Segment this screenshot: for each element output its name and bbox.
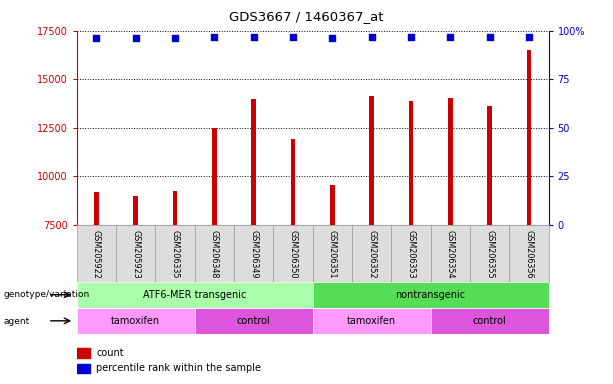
Bar	[430, 308, 549, 334]
Bar	[313, 225, 352, 282]
Text: GSM206353: GSM206353	[406, 230, 416, 278]
Bar	[94, 192, 99, 225]
Bar	[487, 106, 492, 225]
Bar	[77, 349, 90, 358]
Text: ATF6-MER transgenic: ATF6-MER transgenic	[143, 290, 246, 300]
Text: GSM206348: GSM206348	[210, 230, 219, 278]
Bar	[195, 308, 313, 334]
Bar	[409, 101, 413, 225]
Text: control: control	[237, 316, 270, 326]
Bar	[391, 225, 430, 282]
Text: GSM205923: GSM205923	[131, 230, 140, 279]
Text: GSM206356: GSM206356	[525, 230, 533, 278]
Bar	[509, 225, 549, 282]
Bar	[155, 225, 195, 282]
Bar	[77, 225, 116, 282]
Bar	[194, 225, 234, 282]
Text: GSM206335: GSM206335	[170, 230, 180, 278]
Text: GSM206351: GSM206351	[328, 230, 337, 278]
Point	[524, 33, 534, 40]
Bar	[116, 225, 155, 282]
Bar	[369, 96, 374, 225]
Text: genotype/variation: genotype/variation	[3, 290, 89, 300]
Point	[91, 35, 101, 41]
Bar	[448, 98, 452, 225]
Point	[210, 33, 219, 40]
Point	[288, 33, 298, 40]
Point	[485, 33, 495, 40]
Bar	[313, 282, 549, 308]
Bar	[173, 191, 177, 225]
Bar	[133, 195, 138, 225]
Bar	[470, 225, 509, 282]
Text: GSM205922: GSM205922	[92, 230, 101, 279]
Bar	[77, 282, 313, 308]
Bar	[330, 185, 335, 225]
Point	[170, 35, 180, 41]
Point	[131, 35, 140, 41]
Bar	[273, 225, 313, 282]
Point	[406, 33, 416, 40]
Bar	[234, 225, 273, 282]
Point	[249, 33, 259, 40]
Text: GDS3667 / 1460367_at: GDS3667 / 1460367_at	[229, 10, 384, 23]
Point	[446, 33, 455, 40]
Bar	[291, 139, 295, 225]
Bar	[430, 225, 470, 282]
Text: GSM206355: GSM206355	[485, 230, 494, 278]
Bar	[77, 308, 195, 334]
Bar	[527, 50, 531, 225]
Text: nontransgenic: nontransgenic	[395, 290, 466, 300]
Text: percentile rank within the sample: percentile rank within the sample	[96, 363, 262, 373]
Text: control: control	[473, 316, 506, 326]
Bar	[212, 128, 216, 225]
Bar	[77, 364, 90, 373]
Bar	[251, 99, 256, 225]
Text: tamoxifen: tamoxifen	[347, 316, 396, 326]
Bar	[352, 225, 391, 282]
Text: count: count	[96, 348, 124, 358]
Text: GSM206349: GSM206349	[249, 230, 258, 278]
Bar	[313, 308, 430, 334]
Point	[327, 35, 337, 41]
Text: GSM206350: GSM206350	[289, 230, 297, 278]
Text: agent: agent	[3, 316, 29, 326]
Text: GSM206354: GSM206354	[446, 230, 455, 278]
Point	[367, 33, 376, 40]
Text: tamoxifen: tamoxifen	[111, 316, 160, 326]
Text: GSM206352: GSM206352	[367, 230, 376, 278]
